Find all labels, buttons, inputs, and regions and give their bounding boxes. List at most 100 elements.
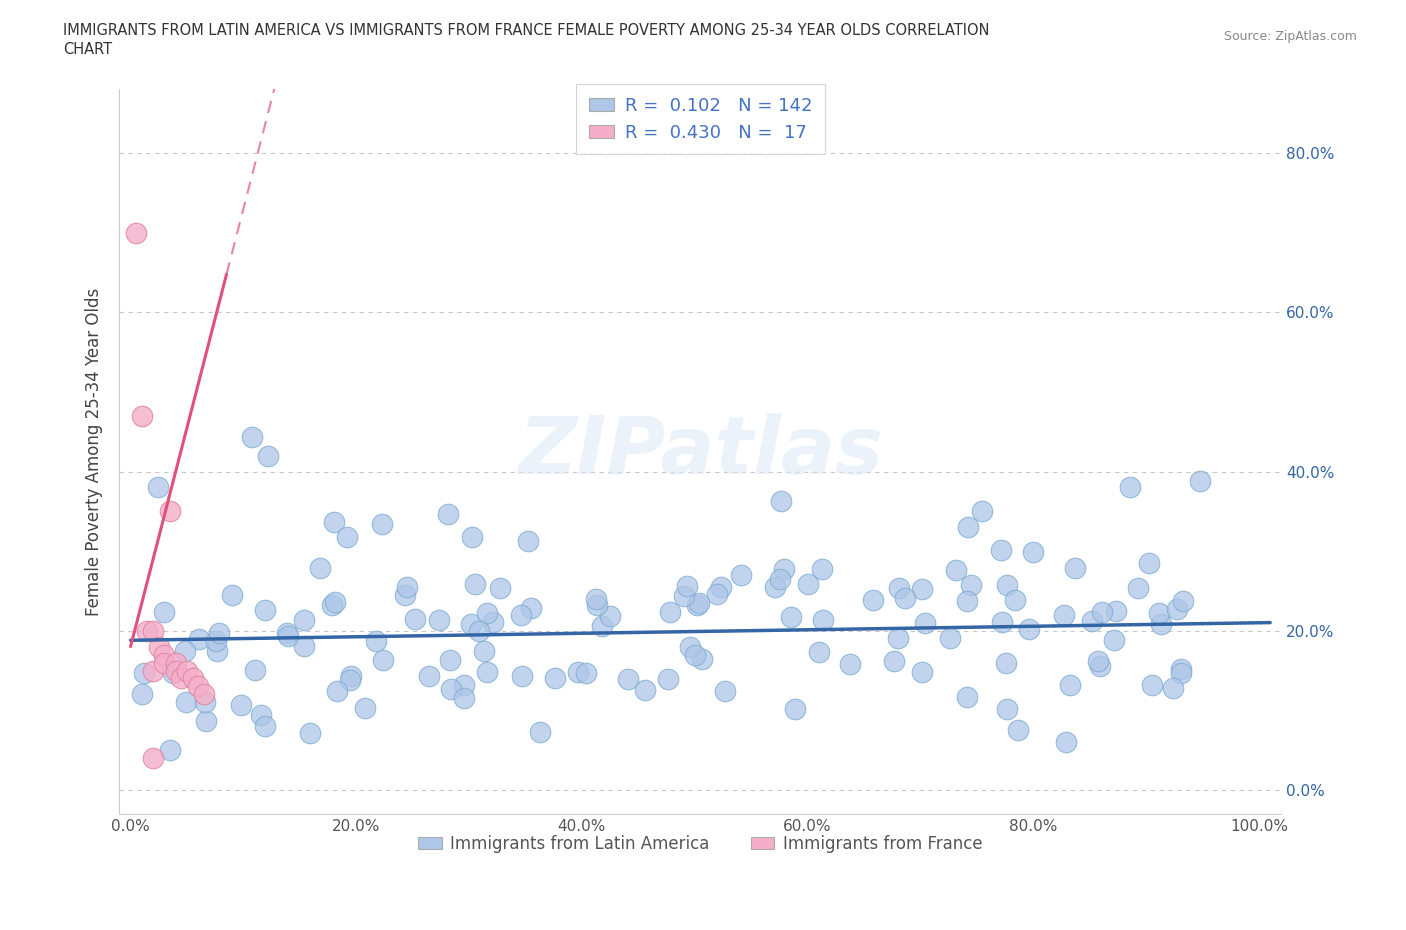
Point [195,713,218,728]
Point [254,719,277,734]
Point [464,577,486,591]
Point [254,603,277,618]
Point [1064,560,1087,575]
Point [586,597,609,612]
Point [277,628,299,643]
Point [153,647,176,662]
Point [475,605,498,620]
Point [839,658,862,672]
Point [1149,617,1171,631]
Point [292,613,315,628]
Point [148,480,170,495]
Point [427,612,450,627]
Point [862,592,884,607]
Point [685,598,707,613]
Point [911,665,934,680]
Point [509,607,531,622]
Point [194,695,217,710]
Point [142,751,165,765]
Point [893,591,915,605]
Point [1007,723,1029,737]
Point [170,671,193,686]
Point [658,604,681,619]
Point [187,679,209,694]
Point [453,677,475,692]
Point [142,623,165,638]
Point [991,615,1014,630]
Point [364,633,387,648]
Point [256,448,278,463]
Point [132,665,155,680]
Point [811,562,834,577]
Point [517,534,540,549]
Text: CHART: CHART [63,42,112,57]
Point [1161,681,1184,696]
Point [325,594,347,609]
Point [960,578,983,592]
Point [773,562,796,577]
Point [995,656,1018,671]
Point [567,664,589,679]
Point [1018,621,1040,636]
Point [354,700,377,715]
Point [1052,607,1074,622]
Point [585,591,607,606]
Point [489,580,512,595]
Point [276,625,298,640]
Point [512,669,534,684]
Point [440,682,463,697]
Point [174,694,197,709]
Point [1118,480,1140,495]
Point [544,671,567,685]
Point [1147,605,1170,620]
Point [1140,677,1163,692]
Point [152,604,174,619]
Point [887,631,910,645]
Point [193,687,215,702]
Point [340,669,363,684]
Point [1137,555,1160,570]
Text: Source: ZipAtlas.com: Source: ZipAtlas.com [1223,30,1357,43]
Point [529,724,551,739]
Point [1170,665,1192,680]
Point [673,589,696,604]
Point [683,647,706,662]
Point [1126,580,1149,595]
Point [995,578,1018,592]
Point [131,686,153,701]
Point [481,615,503,630]
Point [690,652,713,667]
Point [616,671,638,686]
Point [187,632,209,647]
Point [1087,653,1109,668]
Point [231,698,253,712]
Point [945,563,967,578]
Text: IMMIGRANTS FROM LATIN AMERICA VS IMMIGRANTS FROM FRANCE FEMALE POVERTY AMONG 25-: IMMIGRANTS FROM LATIN AMERICA VS IMMIGRA… [63,23,990,38]
Point [162,666,184,681]
Point [475,665,498,680]
Point [797,577,820,591]
Point [159,743,181,758]
Point [972,504,994,519]
Point [1022,545,1045,560]
Point [208,626,231,641]
Point [205,633,228,648]
Point [657,671,679,686]
Point [634,683,657,698]
Legend: Immigrants from Latin America, Immigrants from France: Immigrants from Latin America, Immigrant… [412,829,988,860]
Point [221,587,243,602]
Point [468,623,491,638]
Point [956,593,979,608]
Point [1004,592,1026,607]
Point [242,430,264,445]
Point [437,507,460,522]
Point [394,588,416,603]
Point [396,579,419,594]
Point [710,579,733,594]
Point [956,689,979,704]
Point [131,408,153,423]
Point [1105,604,1128,618]
Point [243,663,266,678]
Point [575,665,598,680]
Point [125,225,148,240]
